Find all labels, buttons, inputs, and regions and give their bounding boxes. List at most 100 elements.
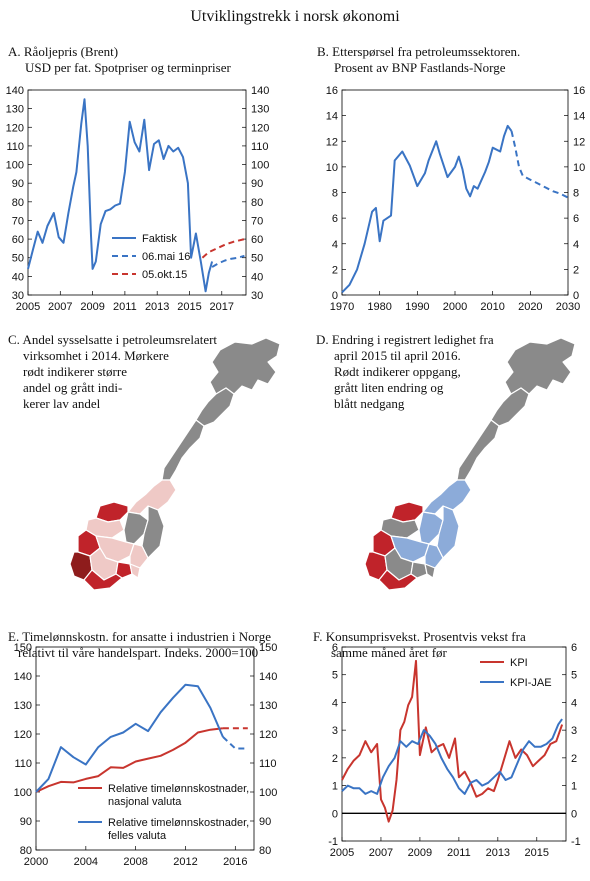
y-tick-label-right: 140 — [259, 671, 277, 683]
y-tick-label-left: 120 — [14, 729, 32, 741]
y-tick-label-right: 100 — [259, 787, 277, 799]
y-tick-label-right: 50 — [251, 253, 263, 265]
x-tick-label: 2015 — [177, 301, 201, 313]
y-tick-label-right: 16 — [573, 85, 585, 97]
panel-d-title-line-4: grått liten endring og — [334, 380, 444, 395]
panel-d-title-line-5: blått nedgang — [334, 396, 405, 411]
legend-label: Relative timelønnskostnader, — [108, 783, 249, 795]
x-tick-label: 2000 — [24, 856, 48, 868]
series-line-relative-timel-nnskostnader-nasjonal-valuta — [35, 727, 224, 793]
y-tick-label-right: 12 — [573, 136, 585, 148]
series-line-kpi — [341, 659, 564, 823]
chart-a-raw-oil-price: 30 30 40 40 50 50 60 60 70 70 80 80 90 90 100 100 110 110… — [6, 85, 270, 313]
legend-label: felles valuta — [108, 830, 167, 842]
y-tick-label-right: 6 — [573, 213, 579, 225]
y-tick-label-right: 4 — [571, 697, 577, 709]
y-tick-label-left: 110 — [14, 758, 32, 770]
x-tick-label: 2013 — [145, 301, 169, 313]
x-tick-label: 2013 — [486, 847, 510, 859]
panel-c-title-line-3: rødt indikerer større — [23, 364, 127, 379]
y-tick-label-left: 2 — [332, 264, 338, 276]
y-tick-label-left: 16 — [326, 85, 338, 97]
map-region-troms — [195, 387, 235, 427]
x-tick-label: 2016 — [223, 856, 247, 868]
y-tick-label-left: 130 — [6, 104, 24, 116]
x-tick-label: 2009 — [80, 301, 104, 313]
series-line-relative-timel-nnskostnader-felles-valuta — [35, 683, 224, 793]
chart-b-petroleum-demand: 0 0 2 2 4 4 6 6 8 8 10 10 12 12 14 14 16 16 1970 1980 1990 20… — [326, 85, 586, 313]
panel-d-title-line-3: Rødt indikerer oppgang, — [334, 364, 461, 379]
y-tick-label-right: 90 — [251, 178, 263, 190]
x-tick-label: 2012 — [173, 856, 197, 868]
y-tick-label-left: 120 — [6, 122, 24, 134]
map-region-ostfold — [424, 563, 436, 579]
panel-c-title-line-2: virksomhet i 2014. Mørkere — [23, 348, 169, 363]
series-line-faktisk — [27, 98, 214, 293]
panel-c-title: C. Andel sysselsatte i petroleumsrelater… — [8, 332, 217, 412]
x-tick-label: 2008 — [123, 856, 147, 868]
series-line-line — [341, 124, 513, 294]
y-tick-label-left: 130 — [14, 700, 32, 712]
y-tick-label-left: 0 — [332, 290, 338, 302]
y-tick-label-right: 4 — [573, 239, 579, 251]
y-tick-label-right: 90 — [259, 816, 271, 828]
legend-label: nasjonal valuta — [108, 796, 182, 808]
y-tick-label-left: 2 — [332, 753, 338, 765]
panel-c-title-line-1: C. Andel sysselsatte i petroleumsrelater… — [8, 332, 218, 347]
y-tick-label-right: 150 — [259, 642, 277, 654]
series-line-kpi-jae — [341, 718, 563, 795]
y-tick-label-right: 3 — [571, 725, 577, 737]
plot-frame — [35, 646, 255, 851]
x-tick-label: 1980 — [367, 301, 391, 313]
y-tick-label-left: -1 — [328, 836, 338, 848]
y-tick-label-left: 5 — [332, 670, 338, 682]
y-tick-label-right: 80 — [251, 197, 263, 209]
y-tick-label-left: 3 — [332, 725, 338, 737]
panel-f-title: F. Konsumprisvekst. Prosentvis vekst fra… — [313, 629, 526, 661]
map-region-trondelag — [127, 479, 177, 515]
legend-label: KPI-JAE — [510, 677, 552, 689]
x-tick-label: 2004 — [74, 856, 98, 868]
y-tick-label-right: 0 — [571, 808, 577, 820]
y-tick-label-left: 60 — [12, 234, 24, 246]
y-tick-label-left: 50 — [12, 253, 24, 265]
y-tick-label-left: 12 — [326, 136, 338, 148]
y-tick-label-left: 6 — [332, 213, 338, 225]
plot-frame — [27, 89, 247, 296]
y-tick-label-right: 10 — [573, 162, 585, 174]
page-title: Utviklingstrekk i norsk økonomi — [190, 8, 400, 25]
panel-c-title-line-4: andel og grått indi- — [23, 380, 123, 395]
y-tick-label-left: 100 — [14, 787, 32, 799]
chart-e-wage-costs: 80 80 90 90 100 100 110 110 120 120 130 130 140 140 15… — [14, 642, 278, 868]
y-tick-label-right: 14 — [573, 111, 585, 123]
y-tick-label-right: 0 — [573, 290, 579, 302]
y-tick-label-left: 80 — [12, 197, 24, 209]
panel-a-title-line-2: USD per fat. Spotpriser og terminpriser — [25, 60, 231, 75]
x-tick-label: 2000 — [443, 301, 467, 313]
y-tick-label-right: 120 — [259, 729, 277, 741]
x-tick-label: 2010 — [480, 301, 504, 313]
y-tick-label-left: 6 — [332, 642, 338, 654]
y-tick-label-left: 0 — [332, 808, 338, 820]
norway-map-employment-share — [69, 337, 281, 591]
legend-label: 05.okt.15 — [142, 269, 187, 281]
map-region-nordland — [456, 419, 500, 481]
y-tick-label-left: 80 — [20, 845, 32, 857]
y-tick-label-right: 120 — [251, 122, 269, 134]
y-tick-label-left: 110 — [6, 141, 24, 153]
y-tick-label-left: 10 — [326, 162, 338, 174]
y-tick-label-right: 110 — [259, 758, 277, 770]
y-tick-label-right: 2 — [571, 753, 577, 765]
y-tick-label-right: 100 — [251, 160, 269, 172]
map-region-agder — [378, 569, 418, 591]
map-region-nordland — [161, 419, 205, 481]
map-region-troms — [490, 387, 530, 427]
plot-frame — [341, 646, 567, 842]
x-tick-label: 2015 — [525, 847, 549, 859]
legend-label: 06.mai 16 — [142, 251, 190, 263]
norway-map-unemployment-change — [364, 337, 576, 591]
y-tick-label-right: 30 — [251, 290, 263, 302]
series-line-projection — [222, 736, 248, 750]
series-line-projection — [510, 130, 569, 199]
map-region-finnmark — [209, 337, 281, 395]
